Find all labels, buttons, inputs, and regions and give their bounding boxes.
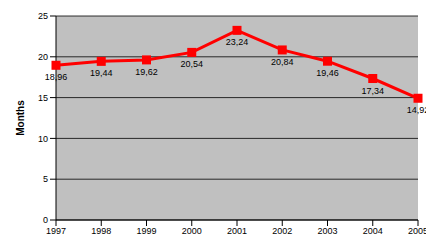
svg-text:2004: 2004 <box>363 226 383 236</box>
svg-text:23,24: 23,24 <box>226 37 249 47</box>
svg-text:19,44: 19,44 <box>90 68 113 78</box>
svg-text:14,92: 14,92 <box>407 105 426 115</box>
svg-text:1997: 1997 <box>46 226 66 236</box>
svg-text:2003: 2003 <box>317 226 337 236</box>
svg-text:0: 0 <box>43 215 48 225</box>
svg-text:2000: 2000 <box>182 226 202 236</box>
svg-text:2001: 2001 <box>227 226 247 236</box>
svg-text:19,62: 19,62 <box>135 67 158 77</box>
svg-text:19,46: 19,46 <box>316 68 339 78</box>
svg-text:1998: 1998 <box>91 226 111 236</box>
svg-text:25: 25 <box>38 11 48 21</box>
svg-text:1999: 1999 <box>136 226 156 236</box>
svg-text:5: 5 <box>43 174 48 184</box>
svg-text:20: 20 <box>38 52 48 62</box>
svg-text:17,34: 17,34 <box>361 86 384 96</box>
svg-text:10: 10 <box>38 134 48 144</box>
svg-text:18,96: 18,96 <box>45 72 68 82</box>
svg-text:Months: Months <box>15 100 26 136</box>
svg-text:2002: 2002 <box>272 226 292 236</box>
svg-text:20,84: 20,84 <box>271 57 294 67</box>
svg-text:2005: 2005 <box>408 226 426 236</box>
svg-text:20,54: 20,54 <box>180 59 203 69</box>
svg-text:15: 15 <box>38 93 48 103</box>
